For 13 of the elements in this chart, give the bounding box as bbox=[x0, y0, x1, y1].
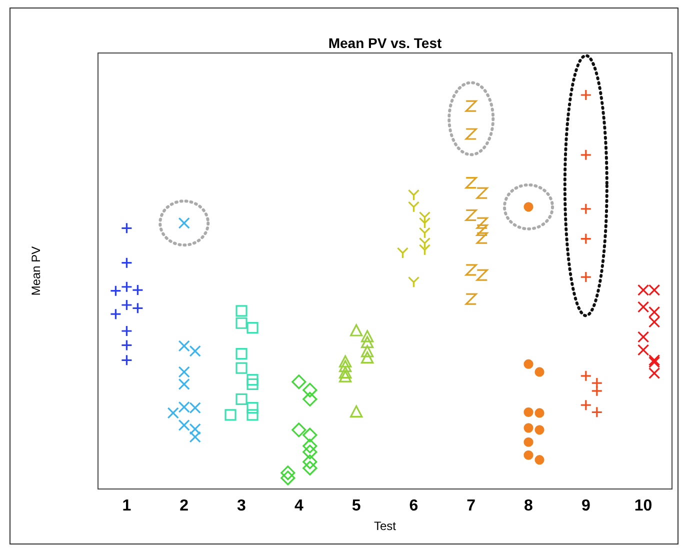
x-tick-label: 6 bbox=[409, 497, 418, 514]
x-tick-label: 4 bbox=[294, 497, 304, 514]
x-tick-label: 3 bbox=[237, 497, 246, 514]
x-tick-label: 9 bbox=[581, 497, 590, 514]
x-tick-label: 7 bbox=[466, 497, 476, 514]
x-tick-label: 5 bbox=[352, 497, 361, 514]
y-axis-title: Mean PV bbox=[29, 246, 43, 296]
x-tick-label: 8 bbox=[524, 497, 534, 514]
x-axis-title: Test bbox=[374, 519, 397, 533]
chart-title: Mean PV vs. Test bbox=[328, 35, 442, 51]
x-tick-label: 2 bbox=[180, 497, 189, 514]
x-tick-label: 10 bbox=[634, 497, 652, 514]
x-tick-label: 1 bbox=[122, 497, 132, 514]
